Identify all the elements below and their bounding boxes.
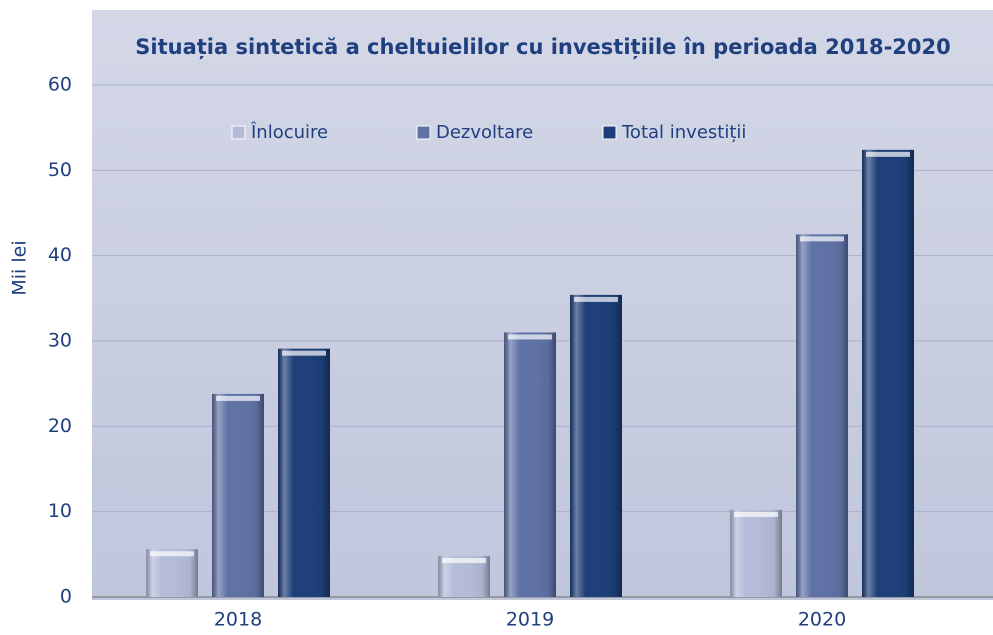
bar-shading [796, 234, 848, 598]
bar-shading [570, 294, 622, 597]
bar-cap [800, 236, 844, 242]
bar-cap [508, 334, 552, 340]
bar-shading [862, 149, 914, 597]
y-tick-label: 0 [60, 586, 72, 608]
legend-swatch [602, 125, 617, 140]
bar-cap [150, 551, 194, 557]
y-tick-label: 40 [48, 244, 72, 266]
bar-shading [504, 332, 556, 597]
bar-cap [734, 511, 778, 517]
bar-shading [278, 348, 330, 597]
bar-cap [574, 296, 618, 302]
y-tick-label: 60 [48, 74, 72, 96]
y-tick-label: 50 [48, 159, 72, 181]
legend-swatch [416, 125, 431, 140]
bar-shading [212, 393, 264, 597]
legend-label: Dezvoltare [436, 122, 533, 143]
bar-cap [442, 558, 486, 564]
bar-cap [216, 395, 260, 401]
y-tick-label: 10 [48, 500, 72, 522]
y-axis-label: Mii lei [9, 240, 31, 295]
bar-cap [866, 151, 910, 157]
bar-shading [730, 509, 782, 597]
legend-label: Total investiții [621, 122, 746, 143]
bar-shading [146, 549, 198, 597]
bar-cap [282, 350, 326, 356]
x-tick-label: 2018 [214, 609, 262, 631]
y-tick-label: 30 [48, 330, 72, 352]
x-tick-label: 2020 [798, 609, 846, 631]
chart-title: Situația sintetică a cheltuielilor cu in… [135, 35, 950, 60]
legend-label: Înlocuire [250, 121, 328, 143]
legend-swatch [231, 125, 246, 140]
x-tick-label: 2019 [506, 609, 554, 631]
y-tick-label: 20 [48, 415, 72, 437]
